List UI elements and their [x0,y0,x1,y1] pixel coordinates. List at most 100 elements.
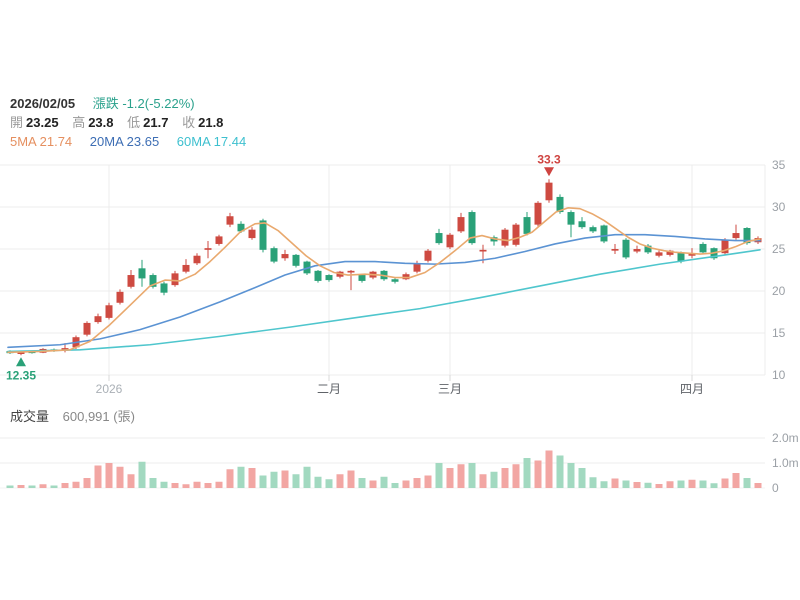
candle-body [358,275,366,281]
volume-title: 成交量 [10,409,50,424]
candle-body [83,322,91,335]
candle-body [512,224,520,245]
candle-body [457,217,465,232]
volume-bar [380,476,388,488]
volume-bar [281,470,289,488]
volume-bar [490,471,498,488]
volume-bar [732,473,740,488]
ohlc-row: 開 23.25 高 23.8 低 21.7 收 21.8 [10,114,246,132]
candle-body [270,248,278,262]
candle-body [347,270,355,273]
volume-bar [314,476,322,488]
change-label: 漲跌 [92,96,119,111]
candle-body [259,220,267,250]
candle-body [138,268,146,279]
candle-body [413,263,421,272]
volume-bar [94,465,102,488]
lowest-marker-icon [16,357,26,367]
candle-body [743,228,751,244]
volume-bar [402,480,410,488]
candle-body [534,202,542,225]
volume-bar [6,485,14,488]
candle-body [325,275,333,281]
volume-bar [39,484,47,488]
price-tick-label: 10 [772,368,786,382]
volume-bar [622,480,630,488]
candle-body [732,233,740,239]
volume-bar [644,482,652,488]
volume-bar [391,483,399,488]
volume-bar [468,463,476,488]
candle-body [556,196,564,213]
candle-body [314,270,322,281]
close-value: 21.8 [198,115,224,130]
candle-body [127,275,135,287]
candle-body [171,273,179,286]
volume-bar [28,485,36,488]
candle-body [622,239,630,258]
candle-body [105,305,113,318]
ma5-legend: 5MA 21.74 [10,134,73,149]
volume-bar [710,483,718,488]
candle-body [248,229,256,239]
month-label: 四月 [680,382,704,396]
candle-body [479,249,487,252]
candle-body [545,182,553,201]
volume-bar [237,466,245,488]
ma5-line [7,207,761,354]
volume-bar [369,480,377,488]
candle-body [182,264,190,272]
candle-body [523,217,531,234]
low-value: 21.7 [143,115,169,130]
price-tick-label: 20 [772,284,786,298]
candle-body [446,234,454,248]
volume-bar [303,466,311,488]
volume-bar [512,464,520,488]
high-label: 高 [72,115,86,130]
volume-bar [677,480,685,488]
candle-body [666,250,674,255]
volume-bar [754,483,762,488]
volume-bar [292,474,300,488]
volume-bar [61,483,69,488]
volume-bar [721,478,729,488]
candle-body [391,279,399,282]
candle-body [204,248,212,250]
volume-bar [600,481,608,488]
ma60-line [7,249,761,353]
volume-bar [270,471,278,488]
candle-body [435,233,443,244]
candle-body [292,254,300,266]
candle-body [600,225,608,242]
candle-body [721,239,729,254]
volume-bar [666,481,674,488]
volume-bar [655,484,663,488]
ma60-legend: 60MA 17.44 [176,134,247,149]
volume-bar [215,481,223,488]
month-label: 三月 [438,382,462,396]
candle-body [149,275,157,287]
candle-body [688,253,696,256]
volume-value: 600,991 (張) [62,409,135,424]
close-label: 收 [182,115,196,130]
high-value: 23.8 [88,115,114,130]
candle-body [644,245,652,253]
candle-body [424,250,432,261]
volume-bar [699,480,707,488]
volume-bar [633,482,641,488]
volume-bar [50,485,58,488]
candle-body [94,316,102,323]
volume-bar [204,483,212,488]
volume-bar [259,475,267,488]
quote-date: 2026/02/05 [10,96,76,111]
volume-bar [138,461,146,488]
volume-bar [413,478,421,488]
volume-bar [688,479,696,488]
candle-body [677,252,685,262]
volume-bar [424,475,432,488]
candle-body [193,255,201,264]
volume-bar [501,468,509,488]
open-label: 開 [10,115,24,130]
candle-body [281,254,289,259]
